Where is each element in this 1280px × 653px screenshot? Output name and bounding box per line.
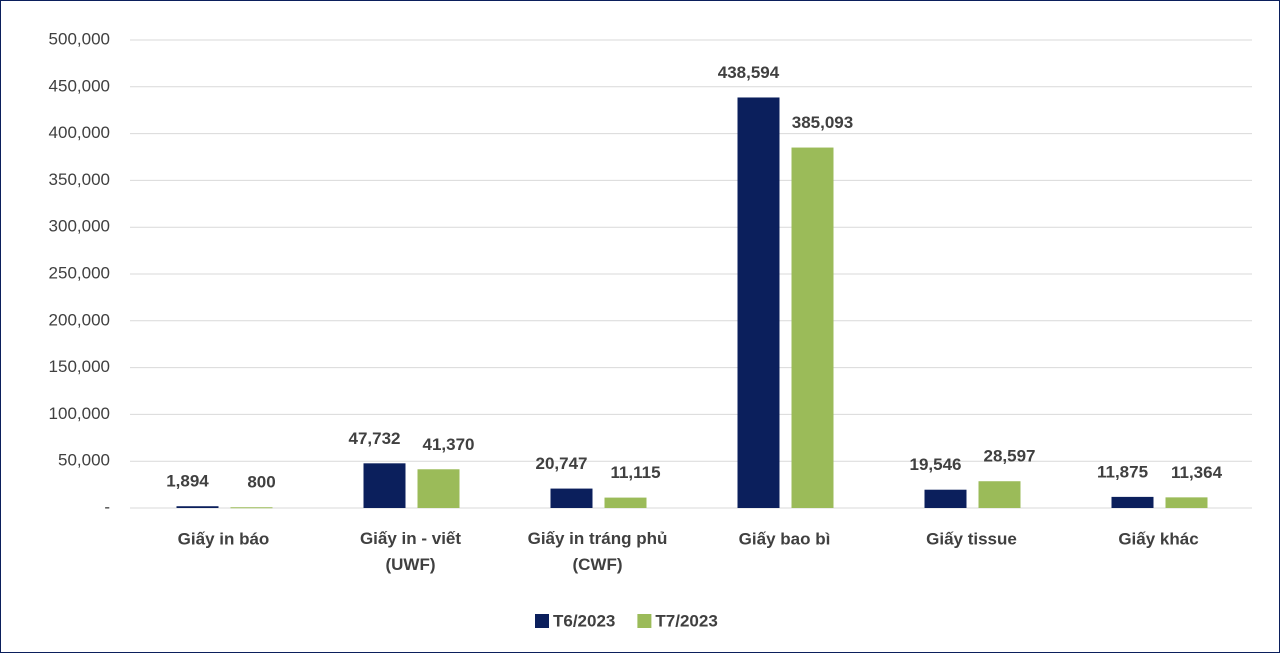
y-tick-label: 400,000 — [49, 123, 110, 142]
legend-label: T6/2023 — [553, 611, 615, 630]
y-tick-label: 500,000 — [49, 29, 110, 48]
x-tick-label: Giấy bao bì — [739, 529, 831, 548]
data-label: 20,747 — [536, 454, 588, 473]
bar — [978, 481, 1021, 508]
data-label: 11,115 — [610, 463, 660, 482]
legend-swatch — [637, 614, 652, 628]
data-label: 47,732 — [349, 429, 401, 448]
y-tick-label: 100,000 — [49, 404, 110, 423]
x-tick-line: Giấy in tráng phủ — [528, 529, 668, 548]
x-tick-line: (UWF) — [385, 555, 435, 574]
bar — [604, 497, 647, 508]
data-label: 438,594 — [718, 63, 780, 82]
data-label: 28,597 — [984, 447, 1036, 466]
bar — [737, 97, 780, 508]
y-tick-label: 200,000 — [49, 310, 110, 329]
bar — [363, 463, 406, 508]
y-tick-label: 350,000 — [49, 170, 110, 189]
bar — [230, 507, 273, 509]
bar — [924, 489, 967, 508]
bar — [176, 506, 219, 508]
legend-swatch — [535, 614, 549, 628]
data-label: 41,370 — [423, 435, 475, 454]
data-label: 19,546 — [910, 455, 962, 474]
bar — [1165, 497, 1208, 508]
bar — [417, 469, 460, 508]
x-tick-label: Giấy in - viết (UWF) — [360, 529, 461, 574]
y-tick-label: 300,000 — [49, 217, 110, 236]
y-tick-label: 150,000 — [49, 357, 110, 376]
y-tick-label: - — [104, 497, 110, 516]
data-label: 11,364 — [1171, 463, 1223, 482]
x-tick-label: Giấy khác — [1118, 529, 1198, 548]
bar — [791, 147, 834, 508]
data-label: 800 — [247, 473, 275, 492]
data-label: 1,894 — [166, 472, 209, 491]
y-tick-label: 50,000 — [58, 451, 110, 470]
x-tick-line: Giấy in - viết — [360, 529, 461, 548]
x-tick-label: Giấy in tráng phủ (CWF) — [528, 529, 668, 574]
x-tick-label: Giấy tissue — [926, 529, 1017, 548]
y-tick-label: 250,000 — [49, 263, 110, 282]
bar — [1111, 496, 1154, 508]
y-tick-label: 450,000 — [49, 76, 110, 95]
data-label: 385,093 — [792, 113, 853, 132]
x-tick-label: Giấy in báo — [178, 529, 270, 548]
bar — [550, 488, 593, 508]
x-tick-line: (CWF) — [572, 555, 622, 574]
data-label: 11,875 — [1097, 462, 1148, 481]
legend-label: T7/2023 — [655, 611, 717, 630]
